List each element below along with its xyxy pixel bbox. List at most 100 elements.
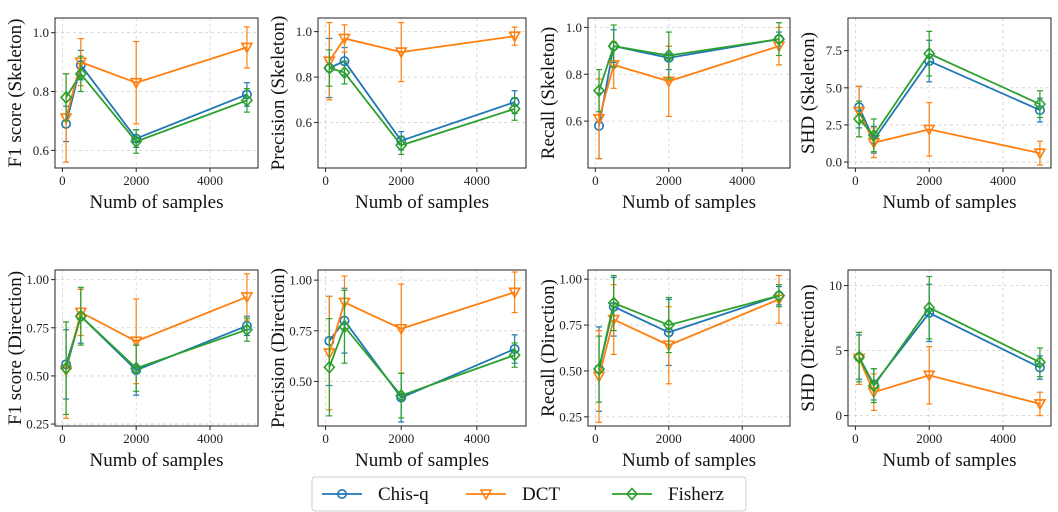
series-line: [65, 296, 248, 371]
x-axis-label: Numb of samples: [89, 450, 223, 471]
axes-frame: [54, 17, 259, 169]
legend-box: [311, 476, 747, 512]
x-axis-label: Numb of samples: [355, 450, 489, 471]
data-point: [240, 292, 254, 304]
legend-marker: [336, 488, 347, 499]
series-line: [858, 306, 1041, 388]
data-point: [867, 128, 880, 143]
legend: Chis-q DCT Fisherz: [311, 476, 747, 512]
series-line: [65, 314, 248, 370]
x-axis-label: Numb of samples: [622, 192, 756, 213]
y-tick-label: 1.0: [33, 25, 49, 40]
x-tick-label: 4000: [990, 173, 1016, 188]
y-tick-label: 1.00: [289, 273, 312, 288]
y-axis-label: Precision (Direction): [268, 268, 289, 428]
y-tick-label: 0.75: [559, 318, 582, 333]
y-tick-label: 1.0: [296, 24, 312, 39]
series-line: [598, 294, 780, 370]
series-fisherz: [323, 289, 521, 419]
data-point: [772, 289, 786, 303]
axes-frame: [317, 269, 527, 427]
y-tick-label: 0.0: [826, 155, 842, 170]
y-tick-label: 0: [836, 408, 843, 423]
series-line: [598, 45, 780, 120]
x-tick-label: 0: [592, 431, 599, 446]
data-point: [607, 39, 620, 53]
data-point: [867, 379, 880, 393]
y-tick-label: 0.6: [33, 143, 50, 158]
y-tick-label: 0.8: [566, 67, 582, 82]
axes-frame: [847, 17, 1052, 169]
axes-frame: [54, 269, 259, 427]
axes-frame: [587, 17, 791, 169]
x-tick-label: 2000: [123, 173, 149, 188]
data-point: [508, 31, 522, 43]
axes-frame: [587, 269, 791, 427]
x-axis-label: Numb of samples: [882, 192, 1016, 213]
y-tick-label: 2.5: [826, 117, 842, 132]
y-tick-label: 0.50: [559, 363, 582, 378]
data-point: [772, 32, 786, 46]
chart-panel-3: 0 2000 4000 0.6 0.8 1.0 Numb of samples Recall …: [538, 17, 791, 213]
x-tick-label: 0: [59, 173, 66, 188]
data-point: [662, 318, 675, 332]
x-tick-label: 0: [592, 173, 599, 188]
y-tick-label: 0.6: [566, 114, 583, 129]
x-axis-label: Numb of samples: [882, 450, 1016, 471]
data-point: [394, 47, 408, 59]
data-point: [129, 77, 143, 90]
y-axis-label: F1 score (Direction): [5, 271, 26, 425]
y-tick-label: 0.25: [26, 417, 49, 432]
series-fisherz: [852, 30, 1047, 153]
x-tick-label: 0: [852, 173, 859, 188]
axes-frame: [317, 17, 527, 169]
series-dct: [592, 274, 786, 423]
series-line: [328, 319, 516, 399]
y-tick-label: 5.0: [826, 80, 842, 95]
x-tick-label: 0: [59, 431, 66, 446]
y-tick-label: 5: [836, 343, 843, 358]
x-tick-label: 0: [322, 431, 329, 446]
data-point: [1033, 399, 1047, 411]
y-tick-label: 0.75: [289, 323, 312, 338]
y-tick-label: 7.5: [826, 43, 842, 58]
series-chis-q: [854, 39, 1045, 154]
series-fisherz: [59, 55, 254, 154]
series-line: [598, 294, 780, 370]
series-line: [858, 52, 1041, 137]
data-point: [240, 42, 254, 55]
legend-label: DCT: [522, 484, 560, 505]
series-fisherz: [592, 274, 786, 403]
legend-marker: [625, 487, 639, 501]
data-point: [508, 102, 521, 116]
series-line: [858, 358, 1041, 405]
data-point: [130, 134, 143, 149]
data-point: [852, 112, 866, 126]
y-tick-label: 0.50: [289, 374, 312, 389]
data-point: [59, 90, 73, 105]
x-tick-label: 4000: [464, 431, 490, 446]
data-point: [508, 287, 522, 299]
chart-panel-8: 0 2000 4000 0 5 10 Numb of samples SHD (Directi…: [798, 269, 1052, 471]
data-point: [922, 124, 936, 137]
x-tick-label: 2000: [388, 173, 414, 188]
y-axis-label: Recall (Direction): [538, 279, 559, 417]
series-chis-q: [594, 276, 784, 412]
data-point: [59, 361, 73, 375]
series-line: [328, 35, 515, 62]
x-tick-label: 4000: [197, 431, 223, 446]
legend-label: Chis-q: [378, 484, 429, 505]
data-point: [323, 61, 336, 75]
data-point: [338, 33, 351, 46]
series-fisherz: [852, 275, 1047, 404]
series-line: [328, 324, 515, 397]
x-tick-label: 4000: [990, 431, 1016, 446]
legend-marker: [479, 489, 493, 501]
data-point: [592, 113, 606, 126]
data-point: [592, 362, 606, 376]
x-tick-label: 2000: [656, 173, 682, 188]
chart-panel-6: 0 2000 4000 0.50 0.75 1.00 Numb of samples Prec…: [268, 268, 527, 471]
x-axis-label: Numb of samples: [622, 450, 756, 471]
x-tick-label: 2000: [123, 431, 149, 446]
